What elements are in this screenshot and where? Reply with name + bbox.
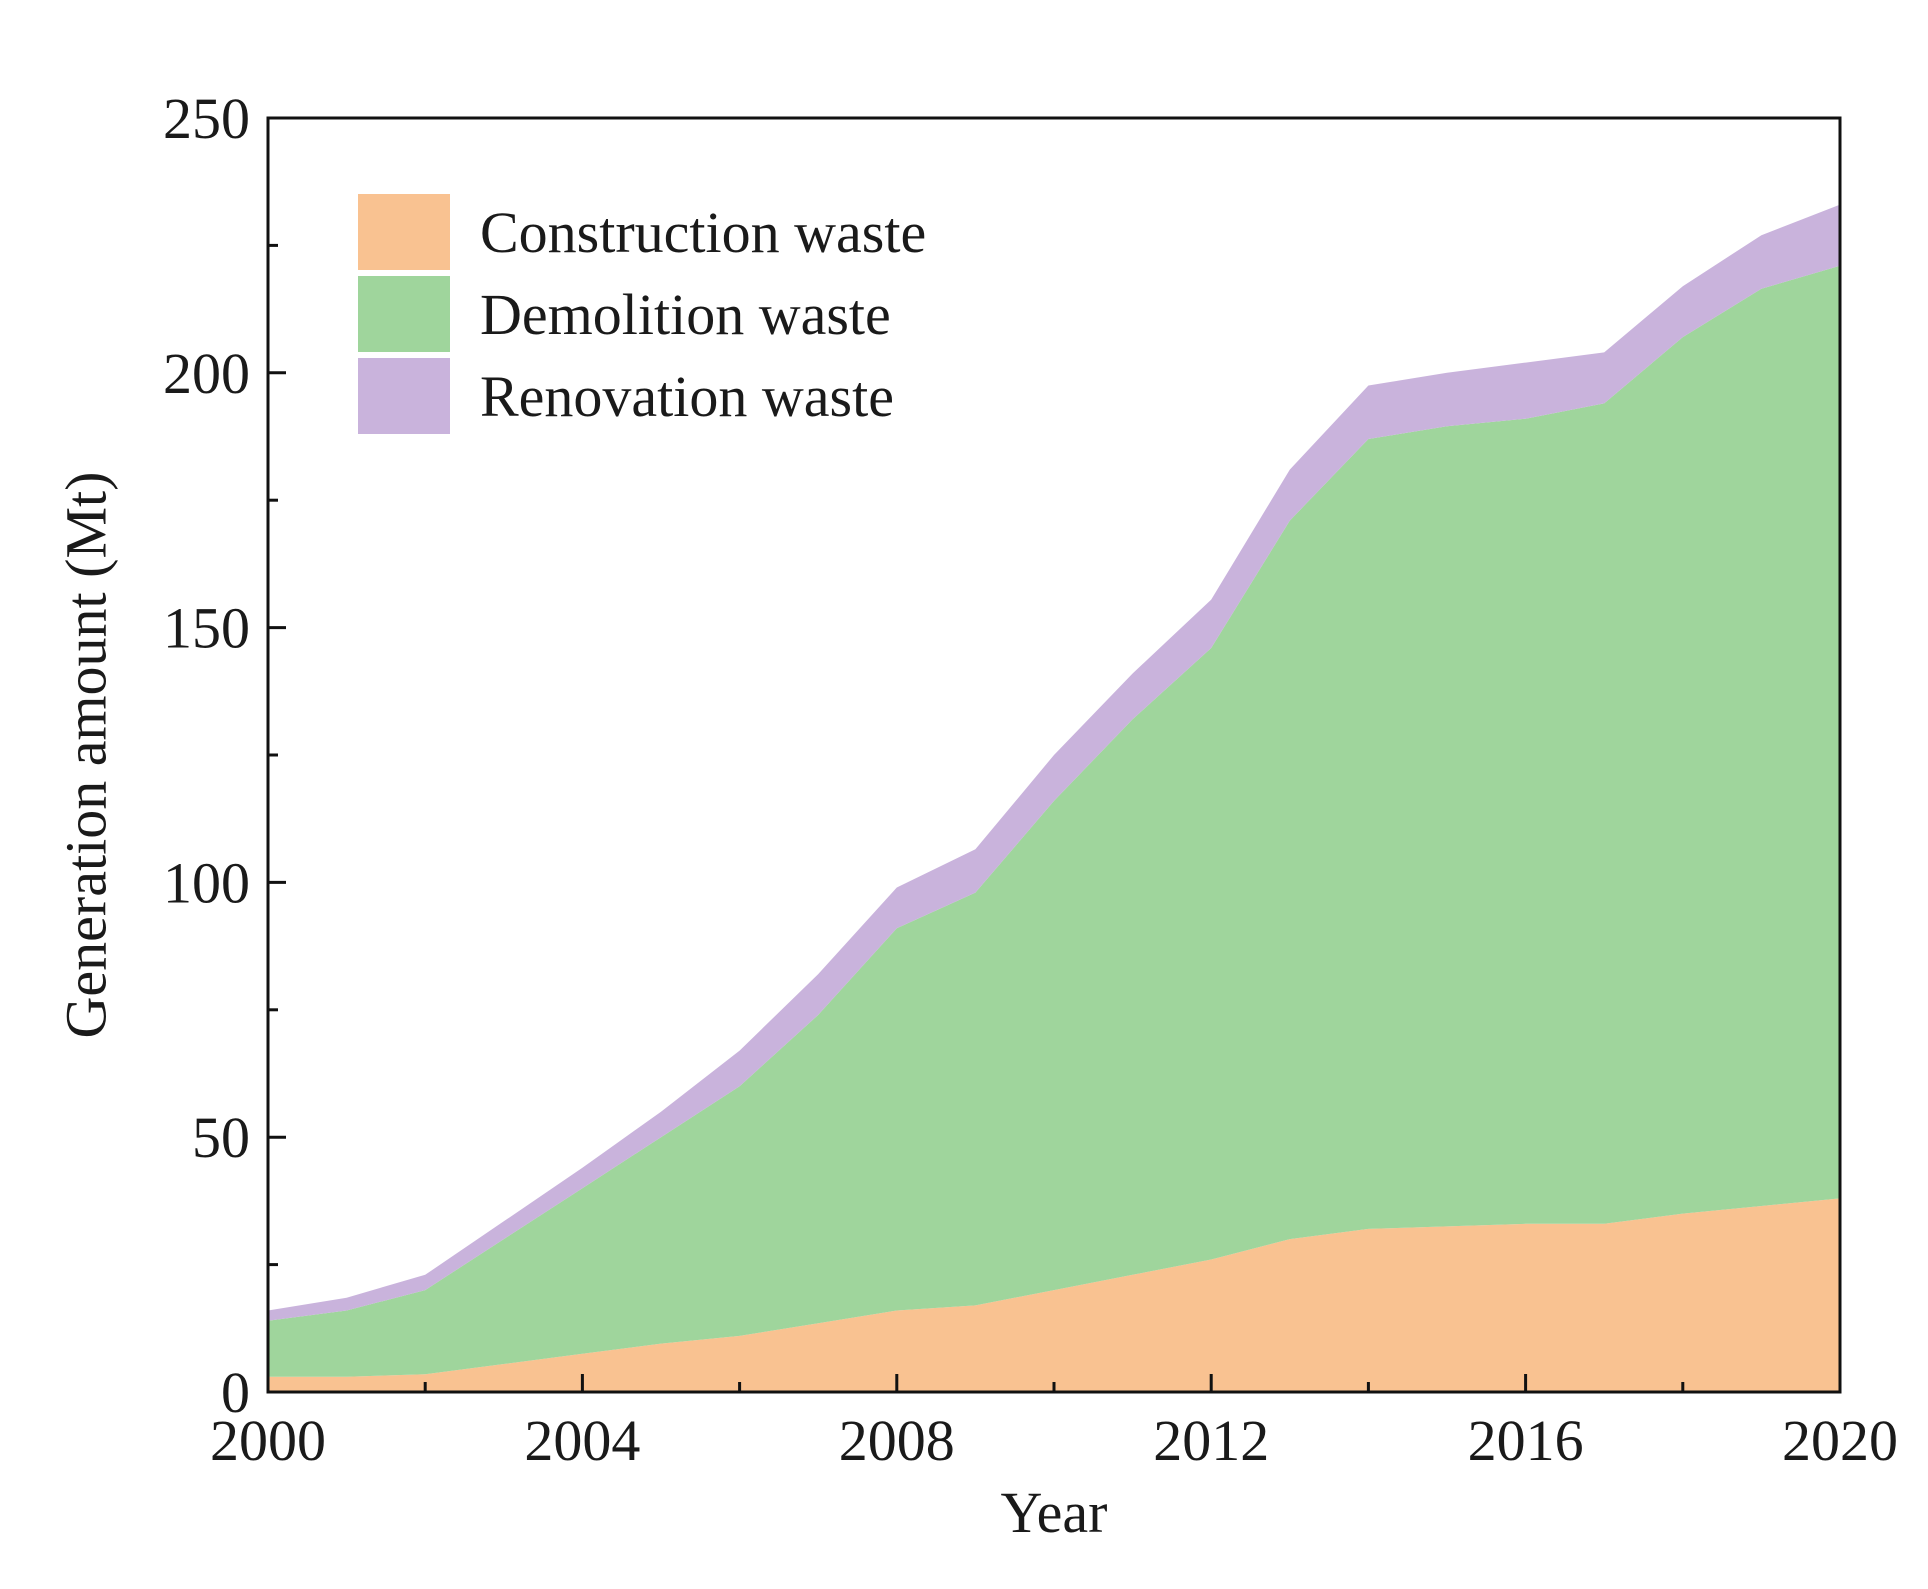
y-tick-label: 50 (192, 1105, 250, 1170)
legend-swatch-demolition-waste (358, 276, 450, 352)
x-tick-label: 2000 (210, 1408, 326, 1473)
legend-label-demolition-waste: Demolition waste (480, 282, 891, 347)
x-tick-label: 2012 (1153, 1408, 1269, 1473)
y-tick-label: 0 (221, 1360, 250, 1425)
x-tick-label: 2020 (1782, 1408, 1898, 1473)
x-axis-title: Year (1001, 1480, 1108, 1545)
legend-swatch-renovation-waste (358, 358, 450, 434)
x-tick-label: 2016 (1468, 1408, 1584, 1473)
y-axis-title: Generation amount (Mt) (53, 472, 118, 1039)
y-tick-label: 200 (163, 341, 250, 406)
y-tick-label: 250 (163, 86, 250, 151)
legend: Construction waste Demolition waste Renova… (358, 194, 926, 434)
tick-labels: 2000 2004 2008 2012 2016 2020 0 50 100 150 200 250 (163, 86, 1898, 1473)
x-tick-label: 2008 (839, 1408, 955, 1473)
legend-swatch-construction-waste (358, 194, 450, 270)
legend-label-renovation-waste: Renovation waste (480, 364, 894, 429)
area-renovation-waste (268, 204, 1840, 1321)
plot-frame (266, 116, 1842, 1394)
area-layers (268, 204, 1840, 1392)
y-tick-label: 100 (163, 850, 250, 915)
legend-label-construction-waste: Construction waste (480, 200, 926, 265)
area-demolition-waste (268, 265, 1840, 1377)
x-tick-label: 2004 (524, 1408, 640, 1473)
y-tick-label: 150 (163, 596, 250, 661)
